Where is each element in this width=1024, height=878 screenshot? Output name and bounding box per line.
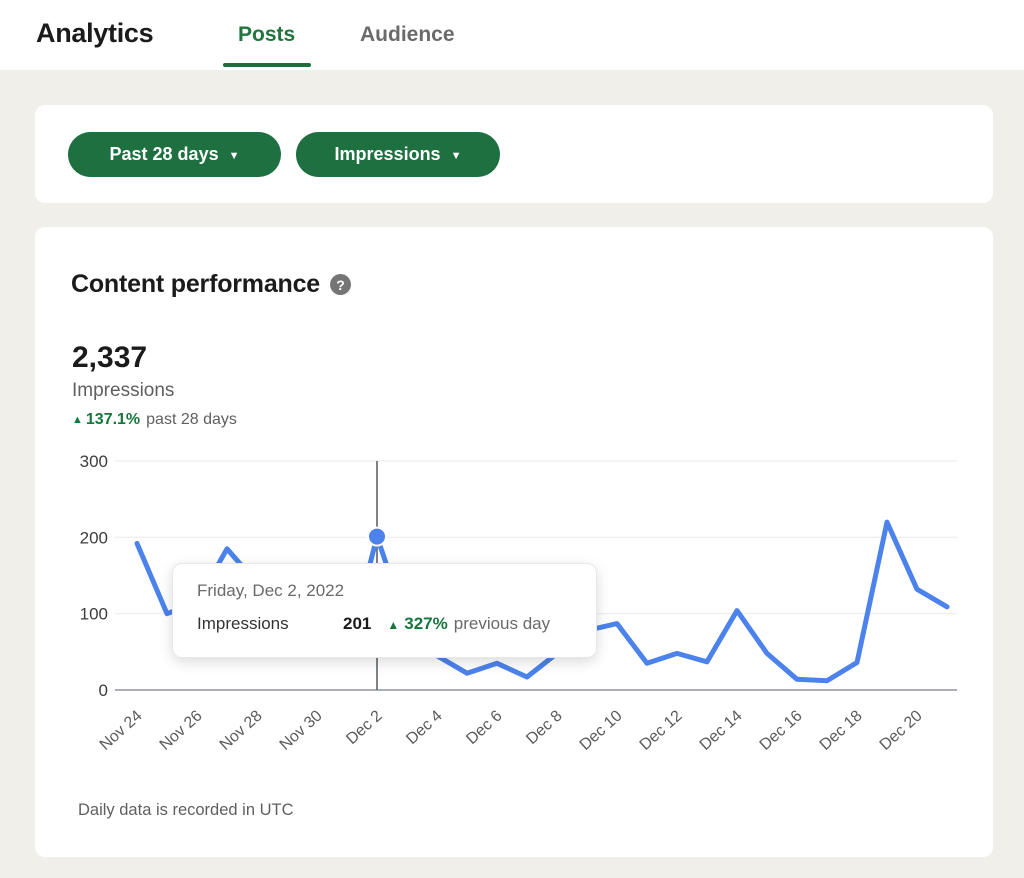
x-axis-tick-label: Dec 10: [577, 707, 626, 754]
chevron-down-icon: ▼: [228, 149, 240, 162]
chevron-down-icon: ▼: [450, 149, 462, 162]
tooltip-metric-label: Impressions: [197, 614, 289, 633]
metric-value: 2,337: [72, 341, 148, 374]
trend-up-icon: ▲: [72, 414, 83, 426]
y-axis-tick-label: 300: [80, 452, 108, 471]
top-header: Analytics Posts Audience: [0, 0, 1024, 70]
tooltip-date: Friday, Dec 2, 2022: [197, 581, 345, 600]
x-axis-tick-label: Dec 8: [523, 707, 566, 748]
metric-label: Impressions: [72, 380, 175, 401]
y-axis-tick-label: 0: [99, 681, 108, 700]
tooltip-value: 201: [343, 614, 372, 633]
period-dropdown[interactable]: Past 28 days ▼: [68, 132, 281, 177]
highlighted-data-point[interactable]: [367, 526, 387, 547]
content-performance-card: Content performance ? 2,337 Impressions …: [35, 227, 993, 857]
tooltip-delta-value: 327%: [404, 614, 448, 633]
filter-bar: Past 28 days ▼ Impressions ▼: [35, 105, 993, 203]
x-axis-tick-label: Nov 30: [277, 707, 326, 754]
x-axis-tick-label: Dec 4: [403, 707, 446, 748]
x-axis-tick-label: Dec 14: [697, 707, 746, 754]
tab-audience[interactable]: Audience: [360, 23, 455, 46]
help-icon[interactable]: ?: [330, 274, 352, 295]
trend-up-icon: ▲: [387, 618, 400, 632]
y-axis-tick-label: 100: [80, 605, 108, 624]
x-axis-tick-label: Dec 6: [463, 707, 506, 748]
chart-tooltip: Friday, Dec 2, 2022 Impressions 201 ▲ 32…: [172, 563, 597, 658]
metric-dropdown[interactable]: Impressions ▼: [296, 132, 500, 177]
x-axis-tick-label: Nov 28: [217, 707, 266, 754]
x-axis-tick-label: Dec 2: [343, 707, 386, 748]
x-axis-tick-label: Dec 12: [637, 707, 686, 754]
delta-value: 137.1%: [85, 411, 141, 428]
tab-posts[interactable]: Posts: [238, 23, 296, 46]
delta-row: ▲ 137.1% past 28 days: [72, 411, 237, 429]
tooltip-row: Impressions 201 ▲ 327% previous day: [197, 614, 572, 634]
x-axis-tick-label: Nov 24: [97, 707, 146, 754]
chart-svg[interactable]: 0 100 200 300 Nov 24 Nov 26 Nov 28 Nov 30 Dec 2 D…: [70, 445, 975, 760]
metric-dropdown-label: Impressions: [334, 144, 441, 164]
x-axis-tick-label: Dec 20: [877, 707, 926, 754]
period-dropdown-label: Past 28 days: [109, 144, 219, 164]
impressions-line-chart[interactable]: 0 100 200 300 Nov 24 Nov 26 Nov 28 Nov 30 Dec 2 D…: [70, 445, 975, 760]
card-title: Content performance: [71, 270, 321, 298]
tooltip-delta-suffix: previous day: [453, 614, 551, 633]
page-title: Analytics: [36, 18, 154, 48]
active-tab-underline: [223, 63, 311, 67]
y-axis-tick-label: 200: [80, 528, 108, 547]
x-axis-tick-label: Dec 18: [817, 707, 866, 754]
x-axis-tick-label: Dec 16: [757, 707, 806, 754]
card-title-row: Content performance ?: [71, 270, 352, 299]
delta-suffix: past 28 days: [146, 411, 237, 428]
utc-footnote: Daily data is recorded in UTC: [78, 801, 294, 819]
x-axis-tick-label: Nov 26: [157, 707, 206, 754]
